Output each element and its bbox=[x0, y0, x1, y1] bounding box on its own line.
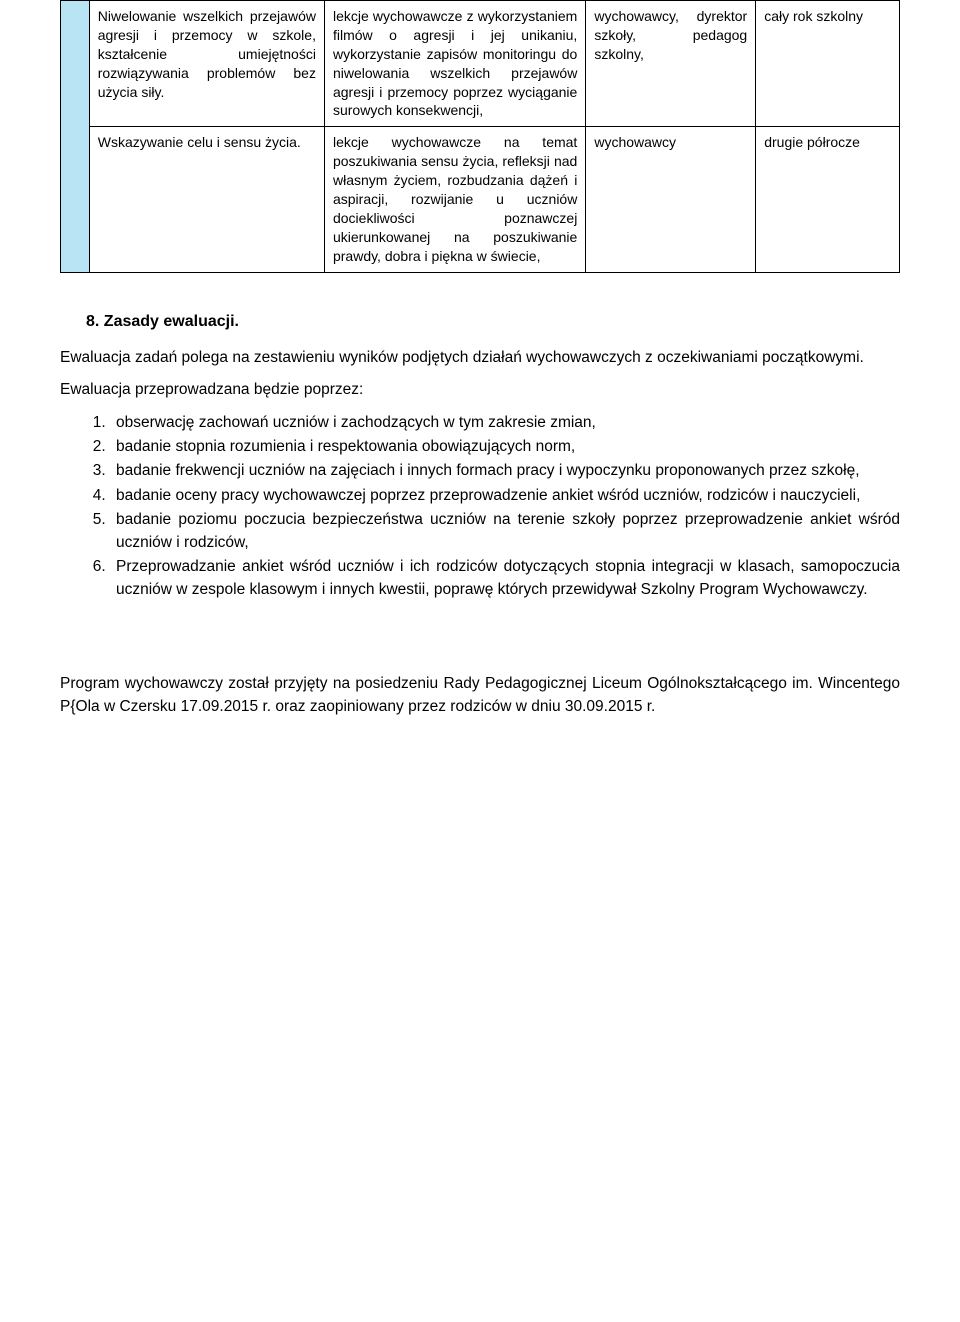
category-marker-cell bbox=[61, 1, 90, 273]
section-number: 8. bbox=[86, 313, 99, 330]
section-title-text: Zasady ewaluacji. bbox=[104, 313, 239, 330]
timeframe-cell: drugie półrocze bbox=[756, 127, 900, 272]
responsible-cell: wychowawcy, dyrektor szkoły, pedagog szk… bbox=[586, 1, 756, 127]
spacer bbox=[60, 603, 900, 633]
intro-paragraph-1: Ewaluacja zadań polega na zestawieniu wy… bbox=[60, 347, 900, 369]
responsible-cell: wychowawcy bbox=[586, 127, 756, 272]
table-row: Niwelowanie wszelkich przejawów agresji … bbox=[61, 1, 900, 127]
table-row: Wskazywanie celu i sensu życia. lekcje w… bbox=[61, 127, 900, 272]
methods-cell: lekcje wychowawcze z wykorzystaniem film… bbox=[324, 1, 585, 127]
task-cell: Niwelowanie wszelkich przejawów agresji … bbox=[89, 1, 324, 127]
program-table: Niwelowanie wszelkich przejawów agresji … bbox=[60, 0, 900, 273]
spacer bbox=[60, 633, 900, 663]
task-cell: Wskazywanie celu i sensu życia. bbox=[89, 127, 324, 272]
list-item: obserwację zachowań uczniów i zachodzący… bbox=[110, 412, 900, 434]
list-item: badanie frekwencji uczniów na zajęciach … bbox=[110, 460, 900, 482]
list-item: badanie stopnia rozumienia i respektowan… bbox=[110, 436, 900, 458]
list-item: Przeprowadzanie ankiet wśród uczniów i i… bbox=[110, 556, 900, 601]
list-item: badanie oceny pracy wychowawczej poprzez… bbox=[110, 485, 900, 507]
section-heading: 8. Zasady ewaluacji. bbox=[86, 313, 900, 331]
timeframe-cell: cały rok szkolny bbox=[756, 1, 900, 127]
methods-cell: lekcje wychowawcze na temat poszukiwania… bbox=[324, 127, 585, 272]
intro-paragraph-2: Ewaluacja przeprowadzana będzie poprzez: bbox=[60, 379, 900, 401]
list-item: badanie poziomu poczucia bezpieczeństwa … bbox=[110, 509, 900, 554]
footer-paragraph: Program wychowawczy został przyjęty na p… bbox=[60, 673, 900, 718]
evaluation-list: obserwację zachowań uczniów i zachodzący… bbox=[60, 412, 900, 602]
document-page: Niwelowanie wszelkich przejawów agresji … bbox=[0, 0, 960, 768]
